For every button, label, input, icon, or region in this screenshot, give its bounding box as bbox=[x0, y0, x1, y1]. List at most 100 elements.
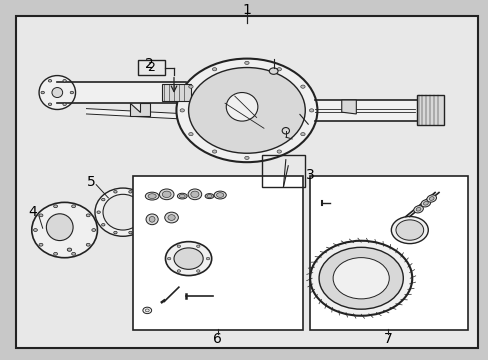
Ellipse shape bbox=[70, 91, 73, 94]
Ellipse shape bbox=[146, 214, 158, 225]
Ellipse shape bbox=[145, 211, 149, 213]
Ellipse shape bbox=[244, 156, 248, 159]
Polygon shape bbox=[130, 103, 149, 116]
Ellipse shape bbox=[226, 93, 257, 121]
Bar bbox=[309, 176, 467, 330]
Ellipse shape bbox=[114, 231, 117, 234]
Polygon shape bbox=[86, 109, 222, 121]
Ellipse shape bbox=[282, 127, 289, 134]
Ellipse shape bbox=[196, 245, 200, 247]
Ellipse shape bbox=[141, 224, 144, 226]
Ellipse shape bbox=[102, 198, 105, 201]
Ellipse shape bbox=[300, 85, 305, 88]
Ellipse shape bbox=[46, 214, 73, 240]
Ellipse shape bbox=[97, 211, 100, 213]
Ellipse shape bbox=[86, 214, 90, 217]
Ellipse shape bbox=[206, 257, 209, 260]
Ellipse shape bbox=[174, 248, 203, 269]
Ellipse shape bbox=[188, 68, 305, 153]
Bar bbox=[314, 100, 416, 121]
Bar bbox=[416, 95, 443, 125]
Ellipse shape bbox=[179, 194, 185, 198]
Ellipse shape bbox=[86, 243, 90, 246]
Ellipse shape bbox=[167, 215, 175, 220]
Ellipse shape bbox=[95, 188, 151, 236]
Ellipse shape bbox=[269, 68, 278, 74]
Polygon shape bbox=[341, 100, 356, 114]
Text: 6: 6 bbox=[213, 332, 222, 346]
Ellipse shape bbox=[48, 80, 52, 82]
Ellipse shape bbox=[300, 132, 305, 136]
Ellipse shape bbox=[149, 216, 155, 222]
Bar bbox=[162, 84, 191, 102]
Ellipse shape bbox=[180, 109, 184, 112]
Ellipse shape bbox=[32, 202, 97, 258]
Ellipse shape bbox=[196, 270, 200, 272]
Text: 2: 2 bbox=[147, 61, 155, 74]
Ellipse shape bbox=[309, 241, 411, 316]
Ellipse shape bbox=[176, 59, 317, 162]
Ellipse shape bbox=[395, 220, 423, 240]
Ellipse shape bbox=[128, 231, 132, 234]
Ellipse shape bbox=[188, 85, 193, 88]
Ellipse shape bbox=[141, 198, 144, 201]
FancyArrowPatch shape bbox=[299, 114, 308, 124]
Text: 3: 3 bbox=[305, 168, 314, 182]
Ellipse shape bbox=[92, 229, 96, 231]
Ellipse shape bbox=[390, 216, 427, 244]
Ellipse shape bbox=[142, 307, 151, 314]
Ellipse shape bbox=[177, 193, 187, 199]
Ellipse shape bbox=[63, 80, 66, 82]
Ellipse shape bbox=[165, 242, 211, 275]
Ellipse shape bbox=[212, 68, 216, 71]
Ellipse shape bbox=[162, 191, 171, 198]
Bar bbox=[132, 176, 302, 330]
Ellipse shape bbox=[332, 258, 388, 299]
Ellipse shape bbox=[188, 189, 201, 200]
Ellipse shape bbox=[145, 192, 159, 200]
Ellipse shape bbox=[426, 195, 436, 202]
Ellipse shape bbox=[39, 214, 43, 217]
Ellipse shape bbox=[277, 68, 281, 71]
Ellipse shape bbox=[216, 193, 224, 197]
Ellipse shape bbox=[39, 243, 43, 246]
Ellipse shape bbox=[54, 252, 58, 255]
Ellipse shape bbox=[190, 191, 199, 198]
Ellipse shape bbox=[164, 212, 178, 223]
Ellipse shape bbox=[128, 190, 132, 193]
Ellipse shape bbox=[214, 191, 226, 199]
Ellipse shape bbox=[319, 247, 403, 309]
Ellipse shape bbox=[415, 207, 420, 211]
Ellipse shape bbox=[309, 109, 313, 112]
Ellipse shape bbox=[212, 150, 216, 153]
Ellipse shape bbox=[102, 224, 105, 226]
Bar bbox=[261, 155, 305, 187]
Ellipse shape bbox=[204, 194, 213, 199]
Ellipse shape bbox=[277, 150, 281, 153]
Ellipse shape bbox=[54, 205, 58, 208]
Ellipse shape bbox=[159, 189, 174, 200]
Ellipse shape bbox=[39, 76, 75, 109]
Text: 5: 5 bbox=[87, 175, 96, 189]
Ellipse shape bbox=[52, 87, 62, 98]
Ellipse shape bbox=[428, 197, 433, 201]
Text: 7: 7 bbox=[383, 332, 391, 346]
Ellipse shape bbox=[72, 252, 76, 255]
Ellipse shape bbox=[103, 194, 142, 230]
Bar bbox=[138, 60, 164, 75]
Ellipse shape bbox=[48, 103, 52, 105]
Ellipse shape bbox=[114, 190, 117, 193]
Ellipse shape bbox=[420, 200, 430, 207]
Text: 4: 4 bbox=[29, 205, 37, 219]
Ellipse shape bbox=[63, 103, 66, 105]
Text: 2: 2 bbox=[145, 57, 154, 71]
Ellipse shape bbox=[41, 91, 44, 94]
Ellipse shape bbox=[244, 61, 248, 64]
Ellipse shape bbox=[413, 206, 423, 213]
Ellipse shape bbox=[423, 202, 427, 205]
Ellipse shape bbox=[177, 245, 180, 247]
Ellipse shape bbox=[33, 229, 37, 231]
Bar bbox=[57, 82, 186, 103]
Ellipse shape bbox=[167, 257, 170, 260]
Ellipse shape bbox=[67, 248, 72, 251]
